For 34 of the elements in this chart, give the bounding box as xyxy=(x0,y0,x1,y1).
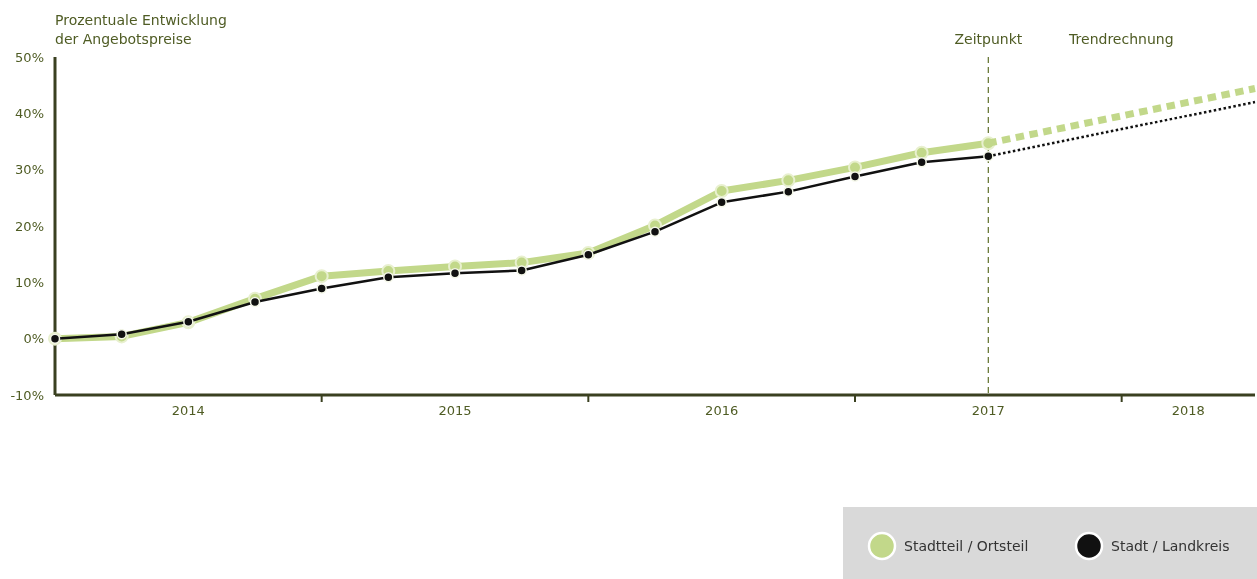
point xyxy=(516,265,527,276)
point xyxy=(314,269,329,284)
point xyxy=(316,283,327,294)
x-tick-label: 2015 xyxy=(438,403,472,418)
legend-label: Stadtteil / Ortsteil xyxy=(904,537,1029,554)
x-tick-label: 2017 xyxy=(971,403,1005,418)
point xyxy=(649,226,661,237)
point xyxy=(783,186,794,197)
y-tick-label: 10% xyxy=(15,274,44,290)
y-tick-label: -10% xyxy=(10,387,44,403)
point xyxy=(781,173,796,188)
y-tick-label: 20% xyxy=(15,218,44,234)
point xyxy=(714,184,729,199)
x-tick-label: 2014 xyxy=(171,403,205,418)
point xyxy=(449,268,461,279)
point xyxy=(716,197,727,208)
point xyxy=(848,160,862,175)
point xyxy=(914,145,929,160)
text: Trendrechnung xyxy=(1068,31,1174,47)
point xyxy=(916,157,927,168)
point xyxy=(983,150,994,162)
y-tick-label: 40% xyxy=(15,105,44,121)
x-tick-label: 2018 xyxy=(1171,403,1205,418)
legend-label: Stadt / Landkreis xyxy=(1111,537,1230,554)
ref-line-label: Zeitpunkt xyxy=(954,31,1023,47)
point xyxy=(249,296,261,308)
point xyxy=(849,171,861,182)
y-tick-label: 0% xyxy=(23,331,44,347)
y-tick-label: 50% xyxy=(15,49,44,65)
point xyxy=(116,328,127,340)
y-axis-title: Prozentuale Entwicklung der Angebotspreise xyxy=(55,12,227,47)
point xyxy=(383,272,394,283)
x-tick-label: 2016 xyxy=(705,403,739,418)
y-tick-label: 30% xyxy=(15,162,44,178)
